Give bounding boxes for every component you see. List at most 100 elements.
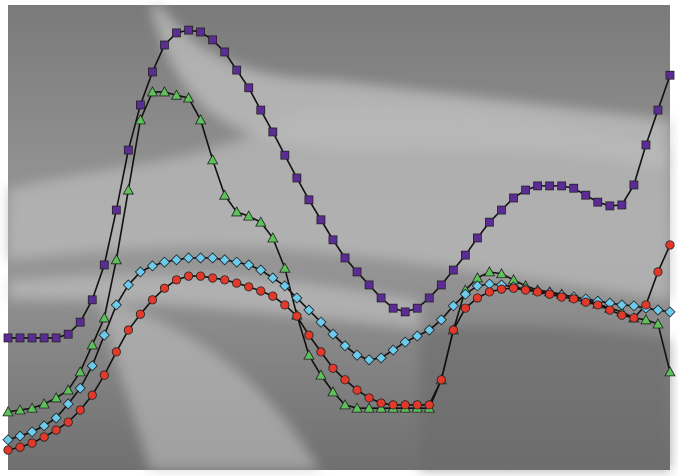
data-point [4,446,12,454]
data-point [558,182,566,190]
data-point [461,251,469,259]
data-point [521,286,529,294]
data-point [582,191,590,199]
data-point [305,196,313,204]
data-point [160,284,168,292]
data-point [64,330,72,338]
data-point [630,314,638,322]
data-point [76,406,84,414]
data-point [654,106,662,114]
data-point [232,279,240,287]
data-point [329,236,337,244]
data-point [425,401,433,409]
data-point [510,194,518,202]
data-point [124,146,132,154]
data-point [221,48,229,56]
data-point [341,376,349,384]
data-point [497,285,505,293]
data-point [293,174,301,182]
data-point [220,276,228,284]
data-point [148,296,156,304]
data-point [570,184,578,192]
data-point [16,334,24,342]
data-point [570,295,578,303]
data-point [172,276,180,284]
data-point [425,294,433,302]
data-point [642,301,650,309]
data-point [269,128,277,136]
data-point [437,376,445,384]
data-point [654,268,662,276]
data-point [269,292,277,300]
data-point [233,66,241,74]
data-point [52,334,60,342]
data-point [197,28,205,36]
data-point [52,426,60,434]
data-point [666,241,674,249]
data-point [401,401,409,409]
data-point [245,283,253,291]
data-point [485,218,493,226]
data-point [413,401,421,409]
data-point [546,182,554,190]
chart [0,0,678,476]
data-point [582,298,590,306]
data-point [257,287,265,295]
data-point [413,304,421,312]
data-point [208,274,216,282]
data-point [389,304,397,312]
data-point [100,261,108,269]
data-point [473,234,481,242]
data-point [124,326,132,334]
data-point [28,439,36,447]
data-point [317,216,325,224]
data-point [329,364,337,372]
data-point [666,71,674,79]
data-point [341,254,349,262]
data-point [293,312,301,320]
data-point [160,41,168,49]
data-point [88,391,96,399]
data-point [618,201,626,209]
data-point [485,288,493,296]
data-point [184,272,192,280]
data-point [509,284,517,292]
data-point [642,141,650,149]
data-point [136,310,144,318]
data-point [281,301,289,309]
data-point [4,334,12,342]
data-point [245,84,253,92]
data-point [377,294,385,302]
data-point [473,294,481,302]
data-point [173,29,181,37]
data-point [353,268,361,276]
data-point [148,68,156,76]
data-point [209,36,217,44]
data-point [389,401,397,409]
data-point [534,182,542,190]
data-point [594,198,602,206]
data-point [88,296,96,304]
data-point [401,308,409,316]
data-point [630,181,638,189]
data-point [365,281,373,289]
data-point [196,272,204,280]
data-point [40,334,48,342]
data-point [533,288,541,296]
data-point [497,206,505,214]
data-point [64,418,72,426]
data-point [545,290,553,298]
data-point [281,151,289,159]
data-point [461,304,469,312]
data-point [437,281,445,289]
data-point [377,399,385,407]
data-point [449,326,457,334]
data-point [100,371,108,379]
data-point [136,101,144,109]
data-point [40,433,48,441]
data-point [353,386,361,394]
data-point [606,202,614,210]
data-point [185,26,193,34]
data-point [557,293,565,301]
data-point [594,301,602,309]
